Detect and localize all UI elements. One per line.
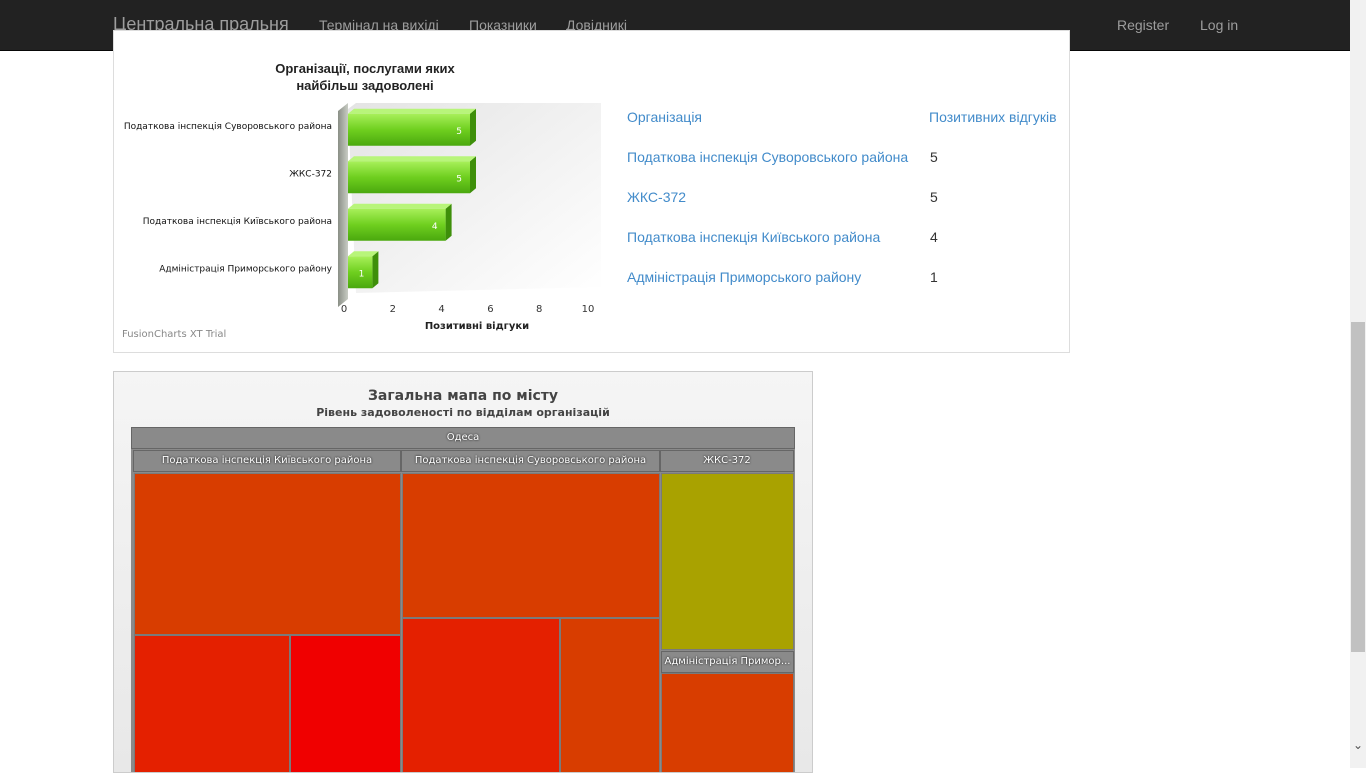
- table-row-org-link[interactable]: Податкова інспекція Суворовського района: [627, 149, 909, 165]
- fusioncharts-trial-label: FusionCharts XT Trial: [122, 329, 227, 340]
- bar-top: [348, 156, 476, 162]
- scrollbar-thumb[interactable]: [1351, 322, 1365, 652]
- login-link[interactable]: Log in: [1200, 17, 1239, 33]
- category-label: Податкова інспекція Київського района: [143, 217, 332, 227]
- page-scrollbar[interactable]: [1350, 0, 1366, 768]
- treemap-cell[interactable]: [661, 673, 794, 772]
- bar-side: [470, 156, 476, 194]
- treemap-group-header[interactable]: Адміністрація Примор...: [661, 651, 794, 673]
- x-tick-label: 4: [438, 304, 444, 315]
- bar-value-label: 4: [432, 222, 438, 232]
- bar-value-label: 1: [359, 269, 365, 279]
- table-row-count: 4: [930, 229, 938, 245]
- category-label: Податкова інспекція Суворовського района: [124, 122, 332, 132]
- nav-link-directories[interactable]: Довідникі: [566, 17, 627, 33]
- bar-side: [372, 251, 379, 289]
- nav-link-terminal[interactable]: Термінал на вихіді: [319, 17, 439, 33]
- table-header-organization[interactable]: Організація: [627, 109, 703, 125]
- treemap-panel: Загальна мапа по місту Рівень задоволено…: [113, 371, 813, 773]
- treemap-cell[interactable]: [134, 635, 290, 772]
- x-tick-label: 2: [390, 304, 396, 315]
- x-tick-label: 10: [582, 304, 595, 315]
- treemap-group-header[interactable]: ЖКС-372: [660, 450, 794, 472]
- bar-top: [348, 203, 452, 209]
- x-tick-label: 8: [536, 304, 542, 315]
- bar: [348, 161, 470, 194]
- treemap-group-header[interactable]: Податкова інспекція Київського района: [133, 450, 401, 472]
- table-row-org-link[interactable]: ЖКС-372: [627, 189, 687, 205]
- category-label: Адміністрація Приморського району: [159, 264, 332, 274]
- table-row-org-link[interactable]: Податкова інспекція Київського района: [627, 229, 881, 245]
- table-header-positive-count[interactable]: Позитивних відгуків: [929, 109, 1057, 125]
- table-row-org-link[interactable]: Адміністрація Приморського району: [627, 269, 862, 285]
- treemap-cell[interactable]: [134, 473, 401, 635]
- plot-axis-wall: [338, 103, 348, 307]
- table-row-count: 5: [930, 149, 938, 165]
- chart-title-line: найбільш задоволені: [296, 78, 433, 93]
- x-tick-label: 0: [341, 304, 347, 315]
- bar-side: [470, 108, 476, 146]
- bar: [348, 113, 470, 146]
- category-label: ЖКС-372: [289, 169, 332, 179]
- bar: [348, 208, 446, 241]
- bar-top: [348, 108, 476, 114]
- bar: [348, 256, 373, 289]
- bar-side: [445, 203, 452, 241]
- treemap-cell[interactable]: [661, 473, 794, 650]
- bar-chart: Організації, послугами яких найбільш задо…: [124, 61, 601, 332]
- treemap-title: Загальна мапа по місту: [367, 388, 559, 404]
- treemap-cell[interactable]: [402, 618, 560, 772]
- register-link[interactable]: Register: [1117, 17, 1170, 33]
- x-tick-label: 6: [487, 304, 493, 315]
- table-row-count: 5: [930, 189, 938, 205]
- bar-top: [348, 251, 379, 257]
- nav-link-indicators[interactable]: Показники: [469, 17, 537, 33]
- chart-title-line: Організації, послугами яких: [275, 61, 455, 76]
- chart-panel: Організації, послугами яких найбільш задо…: [113, 30, 1070, 353]
- brand-link[interactable]: Центральна пральня: [113, 14, 289, 34]
- treemap-cell[interactable]: [290, 635, 401, 772]
- treemap-cell[interactable]: [402, 473, 660, 618]
- treemap-root-header[interactable]: Одеса: [131, 427, 795, 449]
- bar-value-label: 5: [456, 174, 462, 184]
- treemap-cell[interactable]: [560, 618, 660, 772]
- scroll-down-arrow-icon[interactable]: ⌄: [1352, 738, 1364, 752]
- treemap-group-header[interactable]: Податкова інспекція Суворовського района: [401, 450, 660, 472]
- plot-background: [348, 103, 601, 293]
- bar-value-label: 5: [456, 127, 462, 137]
- table-row-count: 1: [930, 269, 938, 285]
- x-axis-label: Позитивні відгуки: [425, 321, 529, 332]
- treemap-subtitle: Рівень задоволеності по відділам організ…: [316, 406, 610, 419]
